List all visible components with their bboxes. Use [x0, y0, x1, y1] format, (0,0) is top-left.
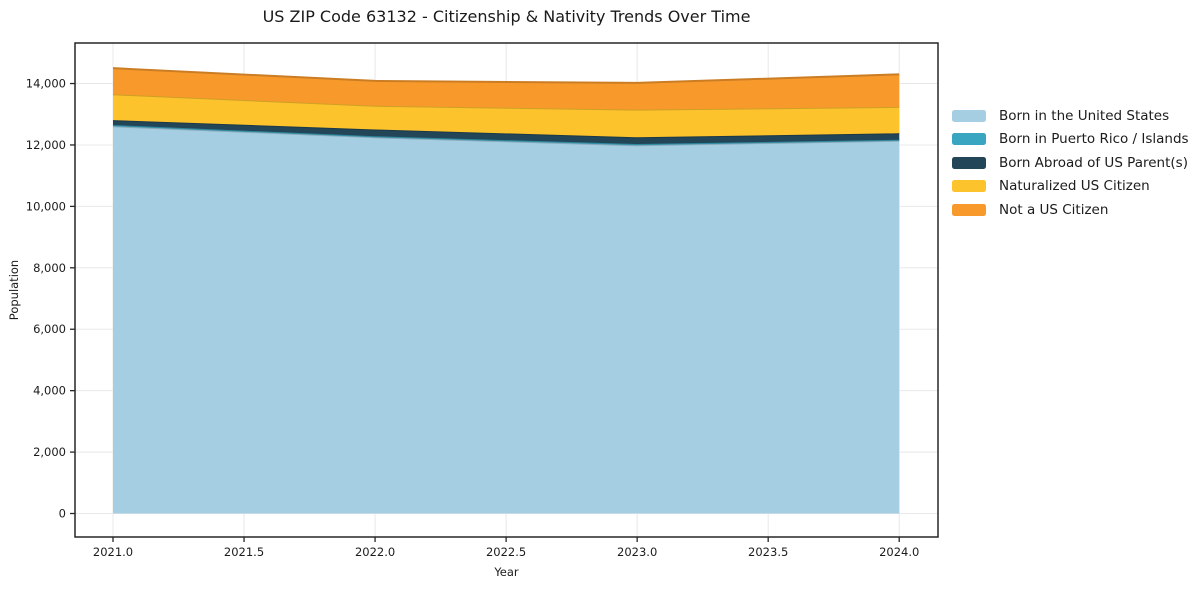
legend-label: Born in Puerto Rico / Islands — [999, 131, 1189, 148]
legend-item-born-in-the-united-states: Born in the United States — [952, 104, 1189, 128]
y-tick-label: 10,000 — [26, 199, 66, 213]
chart-title: US ZIP Code 63132 - Citizenship & Nativi… — [262, 7, 751, 26]
y-tick-label: 0 — [59, 507, 66, 521]
y-axis-label: Population — [7, 259, 21, 321]
x-tick-label: 2021.5 — [224, 545, 264, 559]
legend-swatch-naturalized-us-citizen — [952, 180, 986, 193]
area-naturalized-us-citizen — [113, 94, 900, 138]
legend-swatch-born-in-the-united-states — [952, 109, 986, 122]
legend-item-born-abroad-of-us-parent-s: Born Abroad of US Parent(s) — [952, 151, 1189, 175]
x-tick-label: 2023.5 — [748, 545, 788, 559]
legend-swatch-not-a-us-citizen — [952, 203, 986, 216]
area-born-in-puerto-rico-islands — [113, 125, 900, 146]
x-tick-label: 2024.0 — [879, 545, 919, 559]
y-tick-label: 12,000 — [26, 138, 66, 152]
y-tick-label: 8,000 — [33, 261, 66, 275]
y-tick-label: 6,000 — [33, 322, 66, 336]
legend-item-naturalized-us-citizen: Naturalized US Citizen — [952, 175, 1189, 199]
legend-item-born-in-puerto-rico-islands: Born in Puerto Rico / Islands — [952, 128, 1189, 152]
x-axis-label: Year — [494, 565, 519, 579]
y-tick-label: 4,000 — [33, 384, 66, 398]
y-tick-label: 2,000 — [33, 445, 66, 459]
x-tick-label: 2022.5 — [486, 545, 526, 559]
legend-swatch-born-in-puerto-rico-islands — [952, 133, 986, 146]
legend-label: Not a US Citizen — [999, 201, 1109, 218]
edge-not-a-us-citizen — [112, 67, 900, 84]
area-born-in-the-united-states — [113, 126, 900, 514]
x-tick-label: 2023.0 — [617, 545, 657, 559]
x-tick-label: 2022.0 — [355, 545, 395, 559]
legend-label: Born Abroad of US Parent(s) — [999, 154, 1188, 171]
legend-label: Born in the United States — [999, 107, 1170, 124]
x-tick-label: 2021.0 — [93, 545, 133, 559]
legend-item-not-a-us-citizen: Not a US Citizen — [952, 198, 1189, 222]
y-tick-label: 14,000 — [26, 77, 66, 91]
legend: Born in the United States Born in Puerto … — [952, 104, 1189, 222]
area-born-abroad-of-us-parent-s — [113, 120, 900, 145]
legend-label: Naturalized US Citizen — [999, 178, 1150, 195]
legend-swatch-born-abroad-of-us-parent-s — [952, 156, 986, 169]
